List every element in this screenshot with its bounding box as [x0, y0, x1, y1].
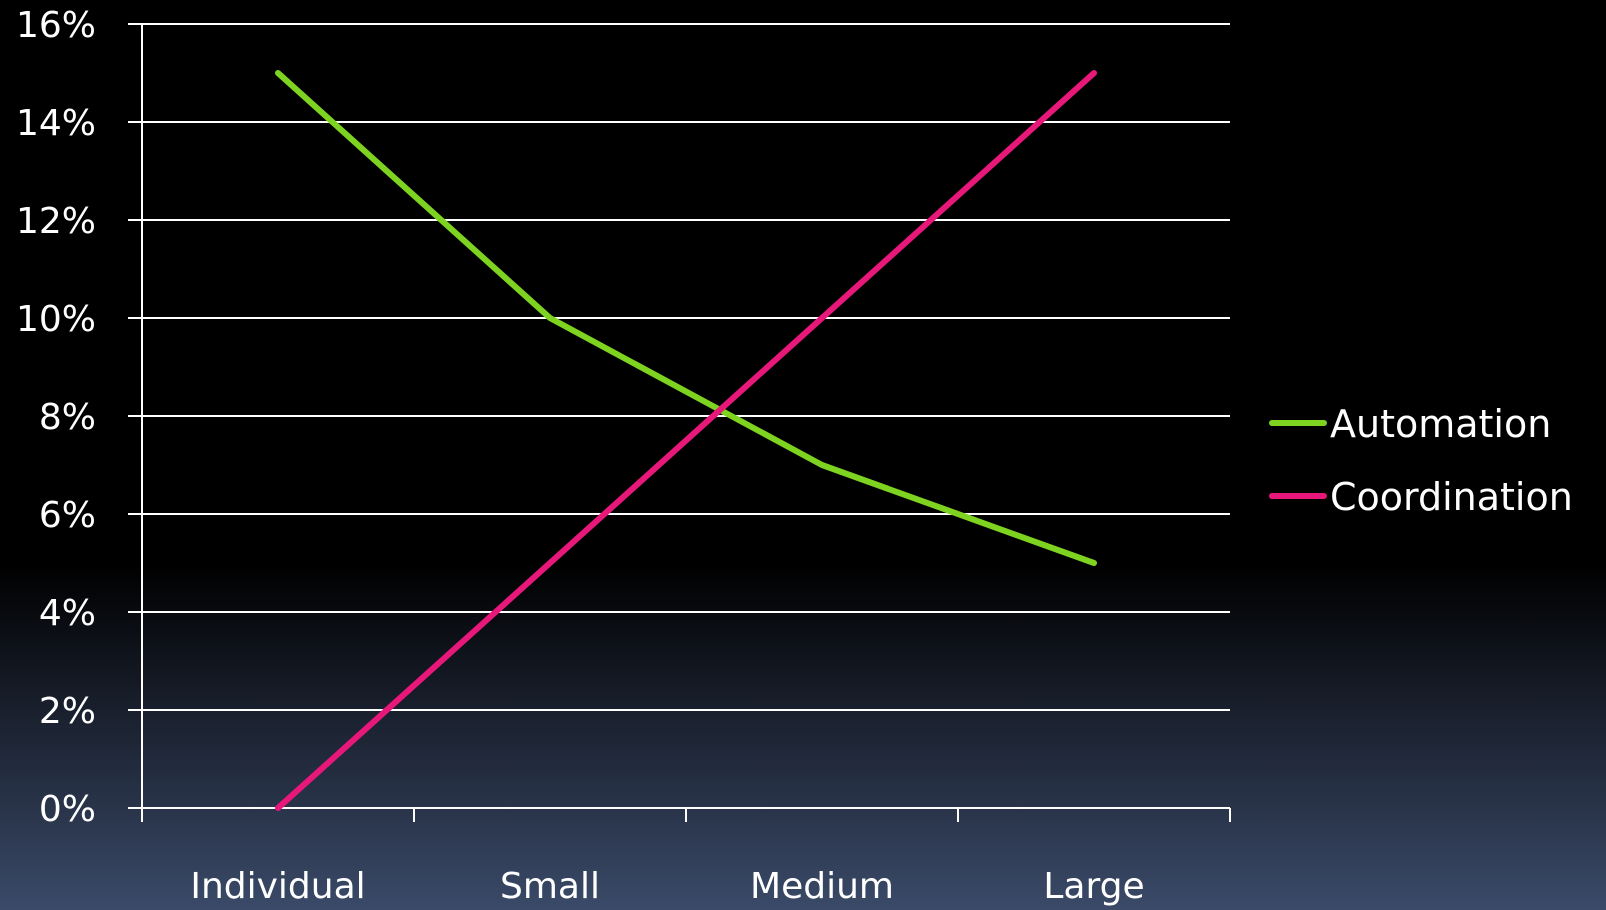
x-tick-label: Small: [500, 866, 600, 907]
y-tick-label: 14%: [16, 103, 96, 144]
y-tick-label: 10%: [16, 299, 96, 340]
axes: [128, 23, 1231, 822]
x-tick-label: Medium: [750, 866, 894, 907]
y-tick-label: 12%: [16, 201, 96, 242]
legend-label-automation: Automation: [1330, 402, 1551, 446]
series-line-coordination: [275, 70, 1097, 811]
x-axis-tick-labels: Individual Small Medium Large: [190, 866, 1144, 907]
y-tick-label: 6%: [39, 495, 96, 536]
legend-label-coordination: Coordination: [1330, 475, 1573, 519]
x-tick-label: Large: [1043, 866, 1144, 907]
legend: Automation Coordination: [1269, 402, 1573, 519]
y-tick-label: 8%: [39, 397, 96, 438]
y-tick-label: 2%: [39, 691, 96, 732]
y-tick-label: 16%: [16, 5, 96, 46]
series-line-automation: [275, 70, 1097, 566]
y-axis-tick-labels: 0% 2% 4% 6% 8% 10% 12% 14% 16%: [16, 5, 96, 830]
y-tick-label: 4%: [39, 593, 96, 634]
x-tick-label: Individual: [190, 866, 365, 907]
gridlines: [142, 23, 1230, 711]
series-lines: [275, 70, 1097, 811]
y-tick-label: 0%: [39, 789, 96, 830]
